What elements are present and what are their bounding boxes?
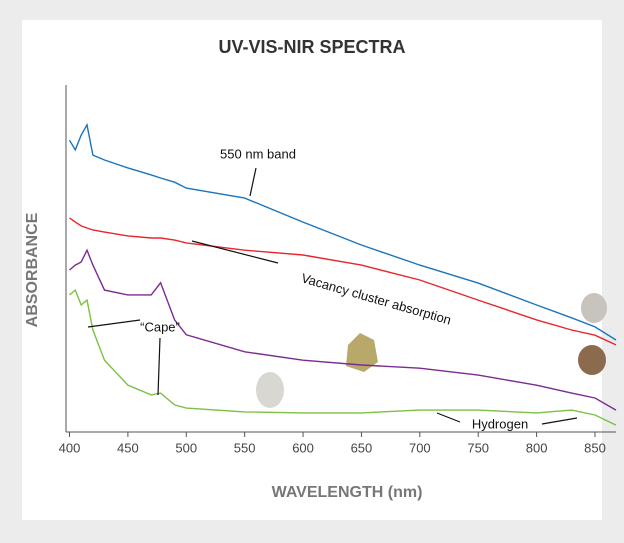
x-tick-label: 450 bbox=[117, 440, 139, 455]
arrow bbox=[191, 240, 279, 264]
spectrum-line bbox=[69, 248, 617, 411]
gem-icon bbox=[256, 372, 284, 408]
arrow bbox=[436, 412, 461, 423]
chart-title: UV-VIS-NIR SPECTRA bbox=[218, 37, 405, 57]
arrow bbox=[157, 337, 161, 396]
gems bbox=[256, 293, 607, 408]
x-tick-label: 700 bbox=[409, 440, 431, 455]
arrow bbox=[87, 319, 141, 328]
x-tick-label: 400 bbox=[59, 440, 81, 455]
x-axis-label: WAVELENGTH (nm) bbox=[272, 484, 423, 501]
plot: 400 450 500 550 600 650 700 750 800 850 bbox=[59, 85, 617, 455]
x-tick-label: 600 bbox=[292, 440, 314, 455]
x-tick-label: 500 bbox=[175, 440, 197, 455]
spectrum-line bbox=[68, 122, 617, 341]
spectrum-line bbox=[69, 217, 617, 346]
x-tick-label: 750 bbox=[467, 440, 489, 455]
spectrum-line bbox=[69, 288, 617, 426]
gem-icon bbox=[581, 293, 607, 323]
annotation: 550 nm band bbox=[220, 146, 296, 161]
panel bbox=[22, 20, 602, 520]
gem-icon bbox=[346, 333, 378, 372]
x-tick-label: 800 bbox=[526, 440, 548, 455]
x-tick-label: 850 bbox=[584, 440, 606, 455]
arrow bbox=[541, 417, 578, 425]
y-axis-label: ABSORBANCE bbox=[24, 212, 41, 327]
arrows bbox=[87, 167, 578, 425]
annotation: Hydrogen bbox=[472, 416, 528, 431]
x-tick-label: 650 bbox=[351, 440, 373, 455]
annotation: “Cape” bbox=[140, 319, 180, 334]
x-tick-label: 550 bbox=[234, 440, 256, 455]
gem-icon bbox=[578, 345, 606, 375]
arrow bbox=[249, 167, 257, 197]
